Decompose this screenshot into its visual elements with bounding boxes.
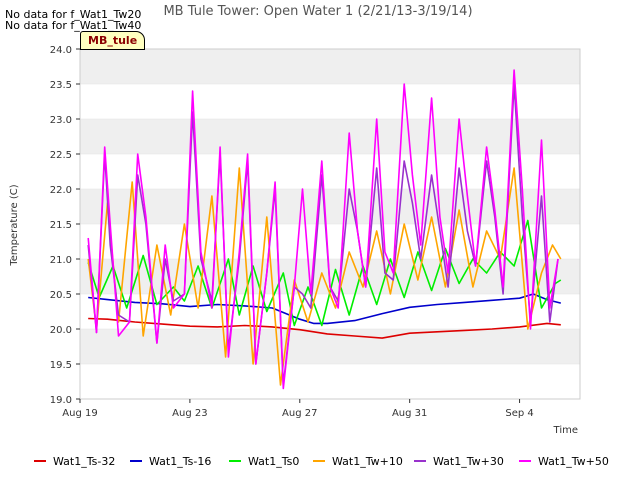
legend-label: Wat1_Tw+30: [433, 455, 504, 468]
x-tick-label: Aug 19: [62, 408, 97, 419]
y-tick-label: 19.0: [50, 395, 72, 406]
y-tick-label: 19.5: [50, 360, 72, 371]
series-line-Wat1_Tw+10: [87, 167, 562, 386]
legend: Wat1_Ts-32 Wat1_Ts-16 Wat1_Ts0 Wat1_Tw+10 Wa…: [34, 455, 609, 468]
x-tick-label: Aug 23: [172, 408, 207, 419]
grid-band: [80, 49, 580, 84]
y-axis-label: Temperature (C): [9, 184, 20, 266]
y-tick-label: 23.5: [50, 80, 72, 91]
legend-label: Wat1_Tw+10: [332, 455, 403, 468]
y-tick-label: 22.0: [50, 185, 72, 196]
x-axis-label: Time: [553, 425, 578, 436]
legend-label: Wat1_Ts-32: [53, 455, 115, 468]
series-line-Wat1_Ts-32: [88, 317, 561, 339]
y-tick-label: 21.0: [50, 255, 72, 266]
no-data-note-1: No data for f_Wat1_Tw20: [5, 8, 142, 21]
legend-label: Wat1_Ts-16: [149, 455, 211, 468]
chart-title: MB Tule Tower: Open Water 1 (2/21/13-3/1…: [163, 4, 472, 19]
x-tick-label: Sep 4: [505, 408, 533, 419]
axis-layer: 19.0 19.5 20.0 20.5 21.0 21.5 22.0 22.5 23.0 23.5…: [50, 45, 534, 419]
legend-label: Wat1_Tw+50: [538, 455, 609, 468]
grid-band: [80, 119, 580, 154]
series-layer: [87, 69, 562, 390]
y-tick-label: 24.0: [50, 45, 72, 56]
x-tick-label: Aug 31: [392, 408, 427, 419]
y-tick-label: 20.0: [50, 325, 72, 336]
grid-band: [80, 189, 580, 224]
x-tick-label: Aug 27: [282, 408, 317, 419]
y-tick-label: 22.5: [50, 150, 72, 161]
no-data-note-2: No data for f_Wat1_Tw40: [5, 19, 142, 32]
legend-label: Wat1_Ts0: [248, 455, 299, 468]
y-tick-label: 21.5: [50, 220, 72, 231]
station-label: MB_tule: [80, 31, 146, 50]
series-line-Wat1_Tw+50: [87, 69, 559, 390]
y-tick-label: 20.5: [50, 290, 72, 301]
grid-bands: [80, 48, 580, 400]
y-tick-label: 23.0: [50, 115, 72, 126]
